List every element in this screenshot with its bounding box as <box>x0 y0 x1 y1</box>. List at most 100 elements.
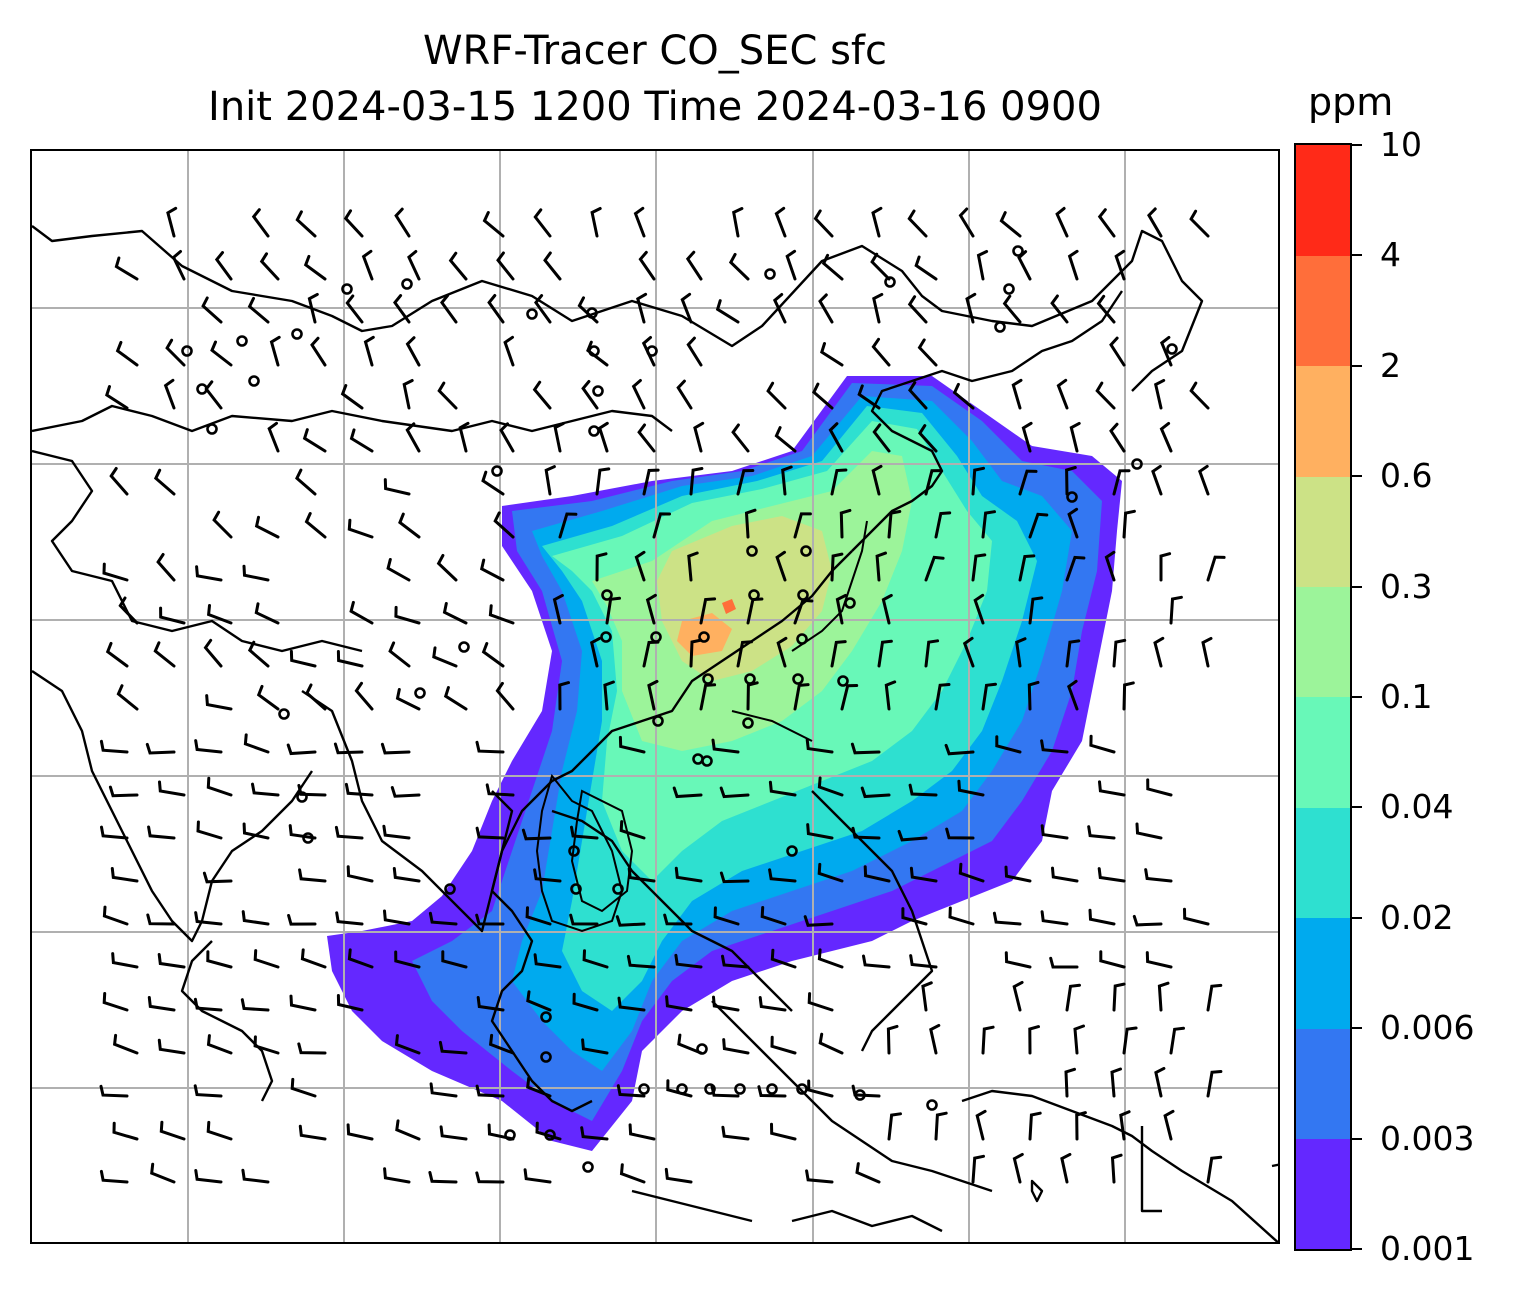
wind-barb <box>674 866 703 883</box>
wind-barb <box>287 914 317 926</box>
wind-barb <box>150 1162 176 1184</box>
wind-barb <box>345 294 364 324</box>
wind-barb <box>533 953 562 969</box>
coastline-segment <box>490 790 593 1113</box>
calm-wind-circle <box>540 1011 552 1023</box>
wind-barb <box>526 1076 552 1098</box>
calm-wind-circle <box>698 631 710 643</box>
wind-barb <box>581 380 599 410</box>
wind-barb <box>760 906 787 926</box>
calm-wind-circle <box>206 423 218 435</box>
wind-barb <box>772 293 787 324</box>
wind-barb <box>347 518 374 539</box>
wind-barb <box>114 256 139 281</box>
wind-barb <box>390 786 421 798</box>
wind-barb <box>992 911 1022 926</box>
wind-barb <box>437 381 458 410</box>
calm-wind-circle <box>458 641 470 653</box>
wind-barb <box>642 640 660 668</box>
wind-barb <box>1040 824 1069 840</box>
wind-barb <box>1201 636 1213 668</box>
calm-wind-circle <box>600 631 612 643</box>
wind-barb <box>1027 680 1040 711</box>
wind-barb <box>196 820 223 840</box>
wind-barb <box>534 294 552 324</box>
wind-barb <box>805 738 834 754</box>
wind-barb <box>383 909 411 926</box>
wind-barb <box>1122 681 1135 711</box>
wind-barb <box>394 950 421 969</box>
wind-barb <box>813 209 834 238</box>
wind-barb <box>458 421 470 453</box>
calm-wind-circle <box>401 278 413 290</box>
wind-barb <box>918 424 938 453</box>
calm-wind-circle <box>526 308 538 320</box>
wind-barb <box>958 207 975 238</box>
wind-barb <box>664 1167 693 1184</box>
wind-barb <box>1040 739 1069 754</box>
colorbar-tick <box>1352 916 1362 919</box>
wind-barb <box>475 826 505 840</box>
wind-barb <box>159 1120 186 1141</box>
wind-barb <box>570 825 599 840</box>
wind-barb <box>637 423 656 453</box>
wind-barb <box>259 252 280 281</box>
calm-wind-circle <box>491 465 503 477</box>
wind-barb <box>617 996 646 1012</box>
wind-barb <box>627 867 656 883</box>
wind-barb <box>728 252 750 281</box>
wind-barb <box>818 293 834 324</box>
wind-barb <box>768 868 797 883</box>
wind-barb <box>897 829 928 842</box>
wind-barb <box>298 1124 327 1141</box>
coastlines <box>32 225 1278 1242</box>
colorbar-segment <box>1296 807 1350 919</box>
wind-barb <box>405 422 421 453</box>
wind-barb <box>957 779 985 797</box>
wind-barb <box>971 1154 985 1184</box>
wind-barb <box>251 208 270 238</box>
wind-barb <box>1028 1111 1042 1141</box>
wind-barb <box>1018 554 1036 582</box>
wind-barb <box>111 952 139 969</box>
wind-barb <box>793 598 814 625</box>
wind-barb <box>1169 1026 1185 1055</box>
wind-barb <box>448 251 468 281</box>
calm-wind-circle <box>742 717 754 729</box>
wind-barb <box>394 1034 421 1055</box>
wind-barb <box>774 206 787 238</box>
wind-barb <box>736 640 753 668</box>
wind-barb <box>429 1082 458 1098</box>
wind-barb <box>973 593 985 625</box>
wind-barb <box>193 1084 223 1098</box>
calm-wind-circle <box>786 845 798 857</box>
calm-wind-circle <box>734 1083 746 1095</box>
wind-barb <box>488 1033 515 1055</box>
map-panel <box>30 149 1280 1244</box>
wind-barb <box>921 981 933 1012</box>
calm-wind-circle <box>612 883 624 895</box>
wind-barb <box>775 550 787 582</box>
wind-barb <box>1144 868 1173 883</box>
wind-barb <box>195 565 223 582</box>
calm-wind-circle <box>1131 458 1143 470</box>
wind-barb <box>201 296 223 324</box>
map-title-line2: Init 2024-03-15 1200 Time 2024-03-16 090… <box>208 84 1102 130</box>
wind-barb <box>212 510 233 539</box>
wind-barb <box>163 378 176 410</box>
wind-barb <box>159 606 186 625</box>
colorbar-tick <box>1352 696 1362 698</box>
wind-barb <box>830 468 848 496</box>
wind-barb <box>1011 378 1023 410</box>
wind-barb <box>533 868 562 883</box>
wind-barb <box>840 684 859 711</box>
wind-barb <box>929 1023 941 1055</box>
wind-barb <box>553 422 565 453</box>
map-canvas <box>32 151 1278 1242</box>
wind-barb <box>820 342 844 367</box>
wind-barb <box>634 550 646 582</box>
wind-barb <box>909 866 938 883</box>
wind-barb <box>525 906 552 926</box>
colorbar-segment <box>1296 1138 1350 1250</box>
wind-barb <box>153 468 176 496</box>
